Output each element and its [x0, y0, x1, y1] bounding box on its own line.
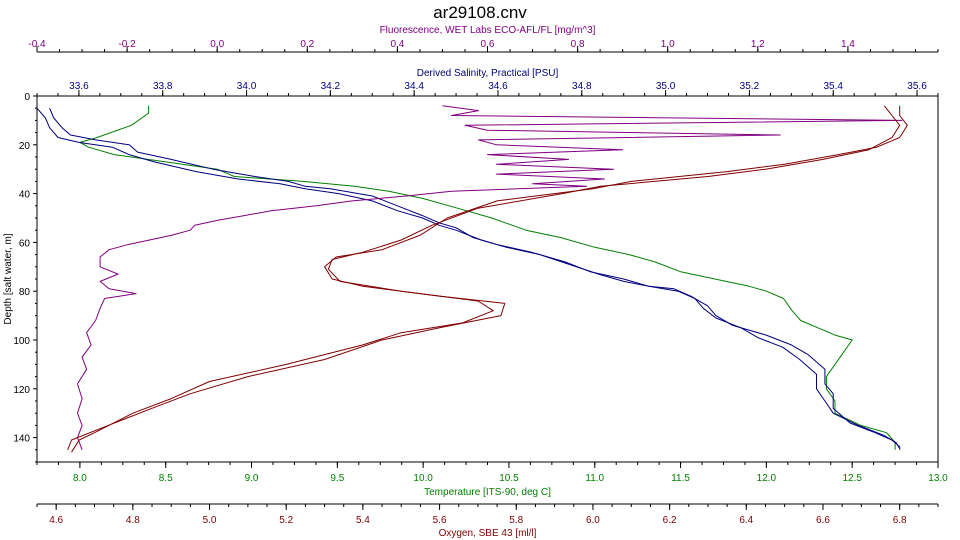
salinity-tick-label: 35.2: [740, 81, 760, 92]
salinity-tick-label: 35.4: [823, 81, 843, 92]
series-layer: [36, 105, 908, 453]
fluorescence-tick-label: -0.2: [118, 39, 136, 50]
temperature-axis-title: Temperature [ITS-90, deg C]: [424, 487, 551, 498]
temperature-tick-label: 8.0: [73, 473, 87, 484]
salinity-tick-label: 34.0: [237, 81, 257, 92]
fluorescence-tick-label: 0.4: [390, 39, 404, 50]
temperature-tick-label: 13.0: [928, 473, 948, 484]
salinity-tick-label: 33.8: [153, 81, 173, 92]
oxygen-tick-label: 6.2: [663, 515, 677, 526]
salinity-tick-label: 34.2: [321, 81, 341, 92]
oxygen-series-line-5: [71, 105, 901, 453]
oxygen-tick-label: 6.4: [739, 515, 753, 526]
oxygen-tick-label: 4.8: [126, 515, 140, 526]
temperature-tick-label: 11.0: [585, 473, 604, 484]
fluorescence-axis-title: Fluorescence, WET Labs ECO-AFL/FL [mg/m^…: [380, 25, 596, 36]
salinity-axis: 33.6 33.8 34.0 34.2 34.4 34.6 34.8 35.0 35.2 35.4…: [36, 68, 939, 96]
salinity-series-line-2: [36, 107, 901, 451]
fluorescence-tick-label: 0.8: [571, 39, 585, 50]
salinity-tick-label: 35.0: [656, 81, 676, 92]
oxygen-tick-label: 6.8: [893, 515, 907, 526]
y-tick-label: 60: [19, 238, 31, 249]
oxygen-tick-label: 4.6: [49, 515, 63, 526]
oxygen-series-line-4: [67, 105, 908, 450]
fluorescence-tick-label: 0.0: [210, 39, 224, 50]
temperature-tick-label: 8.5: [159, 473, 173, 484]
oxygen-tick-label: 5.8: [509, 515, 523, 526]
y-tick-label: 80: [19, 287, 31, 298]
y-tick-label: 40: [19, 190, 31, 201]
oxygen-axis: 4.6 4.8 5.0 5.2 5.4 5.6 5.8 6.0 6.2 6.4 6.6 6.8 Oxyg…: [36, 503, 939, 539]
salinity-tick-label: 34.8: [572, 81, 592, 92]
fluorescence-tick-label: 1.0: [661, 39, 675, 50]
temperature-tick-label: 12.5: [842, 473, 862, 484]
oxygen-tick-label: 5.4: [356, 515, 370, 526]
y-tick-label: 140: [13, 434, 30, 445]
fluorescence-tick-label: 1.4: [841, 39, 855, 50]
y-tick-label: 0: [24, 92, 30, 103]
salinity-tick-label: 35.6: [907, 81, 927, 92]
temperature-tick-label: 10.5: [499, 473, 519, 484]
salinity-tick-label: 34.6: [488, 81, 508, 92]
salinity-series-line-1: [49, 108, 901, 448]
oxygen-tick-label: 5.0: [203, 515, 217, 526]
y-axis-title: Depth [salt water, m]: [3, 233, 14, 324]
temperature-series-line-0: [79, 105, 896, 450]
fluorescence-axis: -0.4 -0.2 0.0 0.2 0.4 0.6 0.8 1.0 1.2 1.4 Fluoresc…: [28, 25, 939, 53]
temperature-tick-label: 11.5: [671, 473, 690, 484]
temperature-tick-label: 12.0: [757, 473, 777, 484]
y-tick-label: 120: [13, 385, 30, 396]
oxygen-tick-label: 6.6: [816, 515, 830, 526]
chart-title: ar29108.cnv: [433, 3, 527, 22]
temperature-axis: 8.0 8.5 9.0 9.5 10.0 10.5 11.0 11.5 12.0 12.5 13.0…: [36, 462, 948, 498]
oxygen-axis-title: Oxygen, SBE 43 [ml/l]: [439, 528, 537, 539]
fluorescence-tick-label: 0.2: [300, 39, 314, 50]
temperature-tick-label: 10.0: [413, 473, 433, 484]
y-tick-label: 100: [13, 336, 30, 347]
salinity-tick-label: 33.6: [69, 81, 89, 92]
temperature-tick-label: 9.5: [330, 473, 344, 484]
y-tick-label: 20: [19, 141, 31, 152]
oxygen-tick-label: 5.2: [279, 515, 293, 526]
plot-frame: [36, 95, 939, 463]
fluorescence-tick-label: 0.6: [481, 39, 495, 50]
fluorescence-tick-label: -0.4: [28, 39, 46, 50]
salinity-tick-label: 34.4: [404, 81, 424, 92]
axes-layer: 0 20 40 60 80 100 120 140 Depth [salt water, m] -…: [3, 25, 948, 539]
temperature-tick-label: 9.0: [245, 473, 259, 484]
salinity-axis-title: Derived Salinity, Practical [PSU]: [417, 68, 559, 79]
fluorescence-series-line-3: [77, 105, 903, 450]
oxygen-tick-label: 6.0: [586, 515, 600, 526]
fluorescence-tick-label: 1.2: [751, 39, 765, 50]
oxygen-tick-label: 5.6: [433, 515, 447, 526]
